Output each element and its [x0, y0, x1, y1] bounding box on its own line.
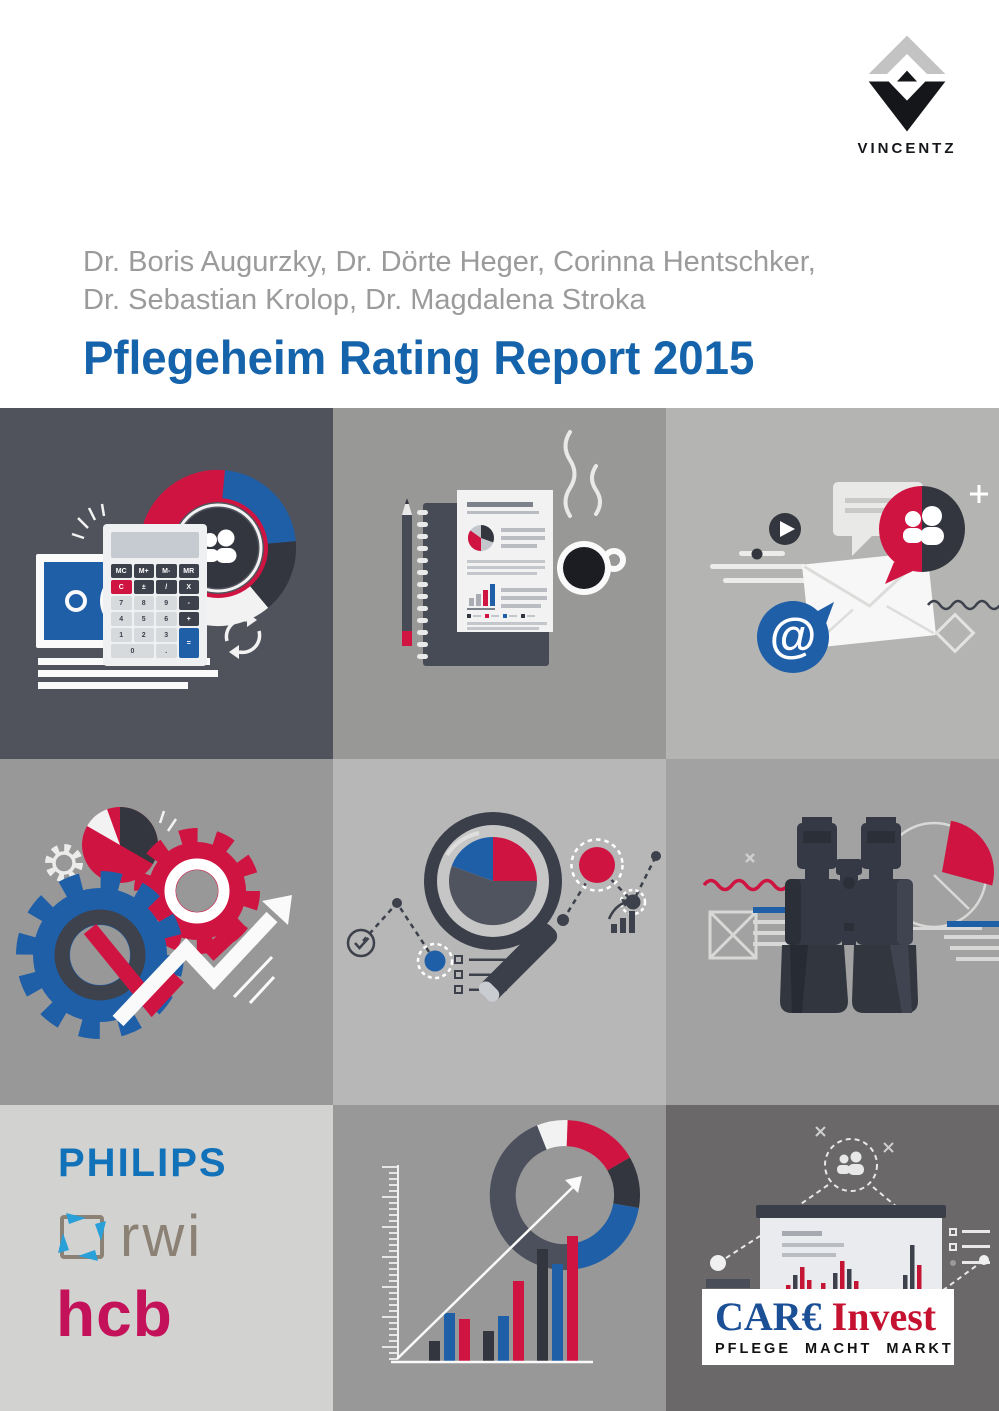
calc-button: 4 [111, 612, 132, 626]
calc-button: M+ [133, 564, 154, 578]
text-lines [944, 935, 999, 961]
calc-button: C [111, 580, 132, 594]
binoculars-icon [780, 817, 918, 1013]
calc-button: 6 [156, 612, 177, 626]
plus-icon [970, 485, 988, 503]
calc-button: MR [178, 564, 199, 578]
calc-button: 1 [111, 628, 132, 642]
magnifier-icon [424, 812, 562, 1002]
calc-button: 0 [111, 644, 154, 658]
squiggle-red-icon [702, 878, 790, 892]
tile-growth-chart-illustration [333, 1105, 666, 1411]
node-dot [979, 1255, 989, 1265]
philips-logo: PHILIPS [58, 1141, 228, 1185]
bar-chart-icon [391, 1236, 593, 1364]
node-dot [651, 851, 661, 861]
dashed-trend-line [362, 900, 437, 962]
rwi-wordmark: rwi [120, 1204, 204, 1269]
dot-icon [751, 548, 763, 560]
calc-button: - [178, 596, 199, 610]
node-dot [392, 898, 402, 908]
calc-button: M- [156, 564, 177, 578]
trend-arrow-icon [396, 1176, 582, 1360]
care-invest-wordmark-blue: CAR€ [715, 1294, 822, 1339]
vincentz-diamond-icon [868, 35, 946, 132]
calc-button: 5 [133, 612, 154, 626]
calc-button: 2 [133, 628, 154, 642]
calc-button: + [178, 612, 199, 626]
mini-bar-chart-icon [607, 899, 635, 933]
rwi-pinwheel-icon [58, 1213, 106, 1261]
vincentz-logo: VINCENTZ [841, 34, 973, 157]
report-document-icon [457, 490, 553, 632]
page-title: Pflegeheim Rating Report 2015 [83, 331, 755, 384]
steam-icon [563, 430, 602, 518]
check-circle-icon [346, 928, 376, 958]
pencil-icon [402, 498, 412, 646]
play-icon [769, 513, 801, 545]
tile-care-invest-illustration: CAR€ Invest PFLEGE MACHT MARKT [666, 1105, 999, 1411]
x-mark-icon [745, 853, 755, 863]
tile-communication-illustration: @ [666, 408, 999, 759]
calculator-icon: MC M+ M- MR C ± / X 7 8 9 - 4 5 6 + 1 2 … [103, 524, 207, 666]
donut-chart-icon [489, 1120, 641, 1271]
coffee-cup-icon [557, 541, 626, 595]
growth-arrow-icon [112, 895, 292, 1027]
calc-button: X [178, 580, 199, 594]
x-mark-icon [815, 1126, 894, 1153]
people-chat-icon [879, 486, 965, 584]
calc-button: 8 [133, 596, 154, 610]
calc-button: 9 [156, 596, 177, 610]
tile-analysis-illustration [333, 759, 666, 1105]
refresh-icon [224, 613, 262, 659]
box-x-icon [708, 910, 758, 960]
text-line [753, 907, 811, 913]
speed-lines-icon [710, 551, 807, 583]
text-lines [753, 920, 805, 946]
at-symbol-icon: @ [757, 601, 834, 673]
tile-report-desk-illustration [333, 408, 666, 759]
care-invest-logo: CAR€ Invest PFLEGE MACHT MARKT [702, 1289, 954, 1365]
calculator-keys: MC M+ M- MR C ± / X 7 8 9 - 4 5 6 + 1 2 … [111, 564, 199, 658]
calc-button: = [178, 628, 199, 658]
authors: Dr. Boris Augurzky, Dr. Dörte Heger, Cor… [83, 243, 816, 319]
calc-button: . [156, 644, 177, 658]
node-dot [557, 914, 569, 926]
svg-text:@: @ [770, 610, 817, 663]
sparkle-icon [71, 503, 106, 540]
calc-button: ± [133, 580, 154, 594]
dashed-connector [725, 1235, 761, 1259]
hcb-logo: hcb [56, 1278, 173, 1350]
care-invest-wordmark-red: Invest [831, 1294, 937, 1339]
publisher-name: VINCENTZ [857, 140, 957, 157]
rwi-logo: rwi [56, 1204, 204, 1269]
tile-finance-illustration: € MC M+ M- MR C [0, 408, 333, 759]
authors-line-2: Dr. Sebastian Krolop, Dr. Magdalena Stro… [83, 284, 646, 316]
pie-chart-icon [82, 807, 158, 883]
node-gear-icon [619, 888, 647, 916]
tile-binoculars-illustration [666, 759, 999, 1105]
squiggle-icon [927, 599, 999, 611]
node-dot [710, 1255, 726, 1271]
care-invest-tagline: PFLEGE MACHT MARKT [715, 1341, 954, 1357]
tile-partner-logos: PHILIPS rwi hcb [0, 1105, 333, 1411]
calculator-display [111, 532, 199, 558]
calc-button: 7 [111, 596, 132, 610]
node-blue-icon [416, 942, 454, 980]
pie-chart-outline-icon [880, 820, 994, 930]
ruler-icon [382, 1165, 399, 1360]
text-line [947, 921, 999, 927]
checklist-icon [949, 1228, 990, 1266]
dark-bar [706, 1279, 750, 1288]
calc-button: 3 [156, 628, 177, 642]
calc-button: / [156, 580, 177, 594]
diamond-icon [934, 612, 976, 654]
node-red-icon [570, 838, 624, 892]
ribbon-red-icon [83, 917, 248, 1018]
calc-button: MC [111, 564, 132, 578]
gear-outline-icon [45, 844, 83, 882]
authors-line-1: Dr. Boris Augurzky, Dr. Dörte Heger, Cor… [83, 246, 816, 278]
tile-gears-growth-illustration [0, 759, 333, 1105]
